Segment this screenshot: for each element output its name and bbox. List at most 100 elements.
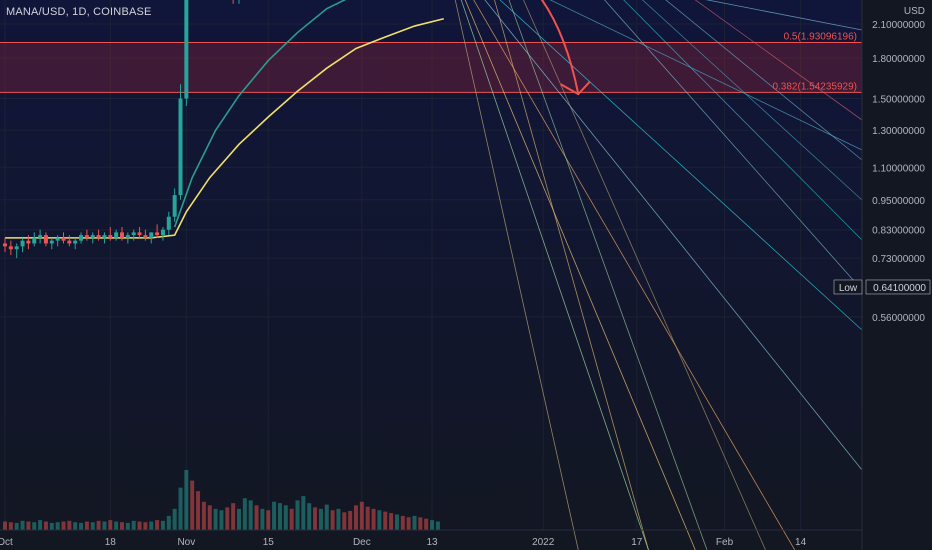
volume-bar xyxy=(20,520,25,530)
volume-bar xyxy=(38,520,43,530)
volume-bar xyxy=(389,513,394,530)
candle-body xyxy=(114,232,119,238)
volume-bar xyxy=(61,521,66,530)
volume-bar xyxy=(166,515,171,530)
price-tick-label: 1.50000000 xyxy=(872,95,925,106)
projection-arrow-down xyxy=(540,0,580,95)
volume-bar xyxy=(201,501,206,530)
volume-bar xyxy=(383,511,388,530)
volume-bar xyxy=(231,503,236,530)
gann-fan-line xyxy=(460,0,649,550)
candle-body xyxy=(137,232,142,236)
moving-average-line xyxy=(5,17,444,239)
price-tick-label: 1.10000000 xyxy=(872,163,925,174)
volume-bar xyxy=(8,522,13,530)
volume-bar xyxy=(213,508,218,530)
volume-bar xyxy=(137,521,142,530)
volume-bar xyxy=(3,521,7,530)
gann-fan-line xyxy=(473,0,796,550)
time-tick-label: 18 xyxy=(105,537,117,548)
volume-bar xyxy=(430,520,435,530)
volume-bar xyxy=(190,480,195,530)
candle-body xyxy=(131,232,136,236)
time-tick-label: 15 xyxy=(263,537,275,548)
candle-body xyxy=(38,235,43,238)
candle-body xyxy=(102,235,107,238)
volume-bar xyxy=(307,503,312,530)
candle-body xyxy=(26,240,31,244)
volume-bar xyxy=(149,521,154,530)
candle-body xyxy=(143,235,148,238)
candle-body xyxy=(160,229,165,236)
price-tick-label: 0.73000000 xyxy=(872,254,925,265)
candle-body xyxy=(49,240,54,244)
gann-fan-line xyxy=(549,0,863,151)
volume-bar xyxy=(225,507,230,530)
volume-bar xyxy=(32,522,37,530)
volume-bar xyxy=(277,503,282,530)
volume-bar xyxy=(49,522,54,530)
volume-bar xyxy=(125,522,130,530)
gann-fan-line xyxy=(705,0,863,31)
price-tick-label: 2.40000000 xyxy=(872,0,925,1)
time-tick-label: Oct xyxy=(0,537,13,548)
gann-fan-line xyxy=(523,0,766,550)
arrow-head xyxy=(560,80,591,96)
moving-average-line xyxy=(173,0,347,228)
candle-body xyxy=(166,216,171,230)
candle-body xyxy=(149,232,154,238)
volume-bar xyxy=(336,508,341,530)
price-tick-label: 1.80000000 xyxy=(872,54,925,65)
price-tick-label: 1.30000000 xyxy=(872,126,925,137)
volume-bar xyxy=(301,496,306,530)
candle-body xyxy=(61,237,66,241)
gann-fan-line xyxy=(665,0,863,161)
volume-bar xyxy=(424,518,429,530)
volume-bar xyxy=(418,517,423,530)
volume-bar xyxy=(435,521,440,530)
time-tick-label: Nov xyxy=(177,537,195,548)
gann-fan-line xyxy=(508,0,708,550)
volume-bar xyxy=(365,506,370,530)
volume-bar xyxy=(120,522,124,530)
volume-bar xyxy=(406,517,411,530)
volume-bar xyxy=(96,520,101,530)
price-tag-label-box xyxy=(833,279,863,295)
volume-bar xyxy=(371,508,376,530)
price-tag-box xyxy=(865,279,931,295)
volume-bar xyxy=(155,520,160,530)
volume-bar xyxy=(131,520,136,530)
gann-fan-line xyxy=(494,0,649,550)
candle-body xyxy=(120,232,124,238)
time-tick-label: 14 xyxy=(795,537,807,548)
volume-bar xyxy=(342,512,347,530)
volume-bar xyxy=(84,521,89,530)
candle-body xyxy=(67,240,72,244)
price-tick-label: 2.10000000 xyxy=(872,20,925,31)
candle-body xyxy=(178,98,183,196)
gann-fan-line xyxy=(454,0,579,550)
volume-bar xyxy=(102,521,107,530)
volume-bar xyxy=(67,520,72,530)
volume-bar xyxy=(172,508,177,530)
time-tick-label: 13 xyxy=(426,537,438,548)
candle-body xyxy=(90,235,95,238)
volume-bar xyxy=(79,522,84,530)
fib-zone-red xyxy=(0,42,862,93)
gann-fan-line xyxy=(694,0,863,121)
candle-body xyxy=(172,195,177,217)
candle-body xyxy=(96,235,101,238)
gann-fan-line xyxy=(623,0,863,241)
volume-bar xyxy=(219,510,224,530)
symbol-title: MANA/USD, 1D, COINBASE xyxy=(6,6,152,18)
volume-bar xyxy=(207,505,212,530)
volume-bar xyxy=(160,520,165,530)
candle-body xyxy=(14,246,19,250)
volume-bar xyxy=(43,521,48,530)
candle-body xyxy=(55,237,60,241)
volume-bar xyxy=(242,498,247,530)
currency-label: USD xyxy=(904,6,925,17)
